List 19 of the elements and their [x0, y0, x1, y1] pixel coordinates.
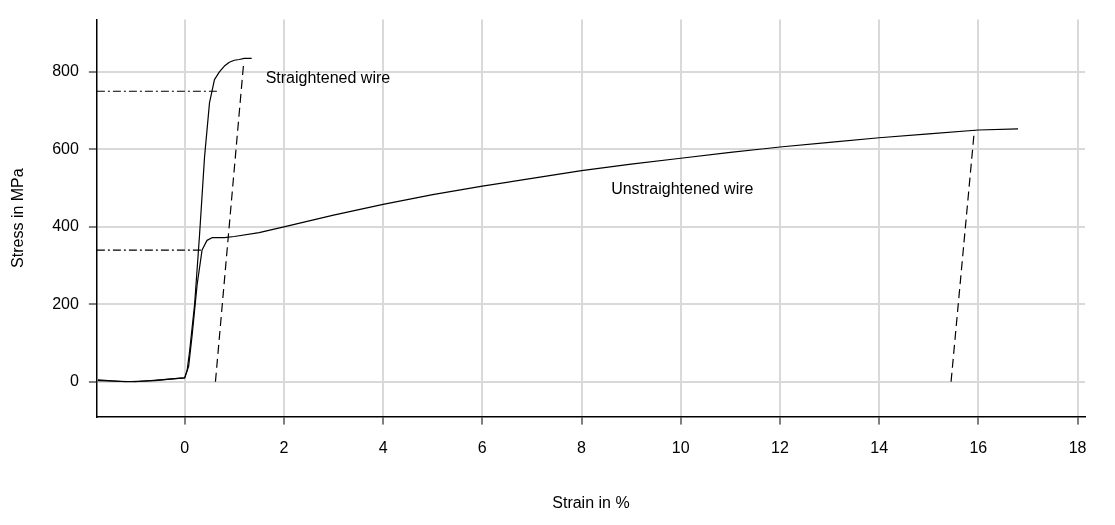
x-tick-label: 2 — [279, 438, 289, 456]
x-tick-label: 8 — [577, 438, 587, 456]
x-tick-label: 0 — [180, 438, 190, 456]
x-tick-label: 14 — [870, 438, 889, 456]
x-tick-label: 6 — [477, 438, 487, 456]
series-label: Straightened wire — [265, 68, 391, 86]
series-label: Unstraightened wire — [611, 180, 754, 198]
y-tick-label: 400 — [52, 217, 79, 235]
y-tick-label: 200 — [52, 294, 79, 312]
x-tick-label: 16 — [969, 438, 988, 456]
y-tick-label: 800 — [52, 62, 79, 80]
y-axis-title: Stress in MPa — [9, 168, 27, 268]
y-tick-label: 600 — [52, 139, 79, 157]
y-tick-label: 0 — [69, 372, 79, 390]
x-tick-label: 10 — [671, 438, 690, 456]
x-axis-title: Strain in % — [552, 493, 630, 511]
x-tick-label: 18 — [1068, 438, 1087, 456]
x-tick-label: 4 — [378, 438, 388, 456]
x-tick-label: 12 — [771, 438, 789, 456]
